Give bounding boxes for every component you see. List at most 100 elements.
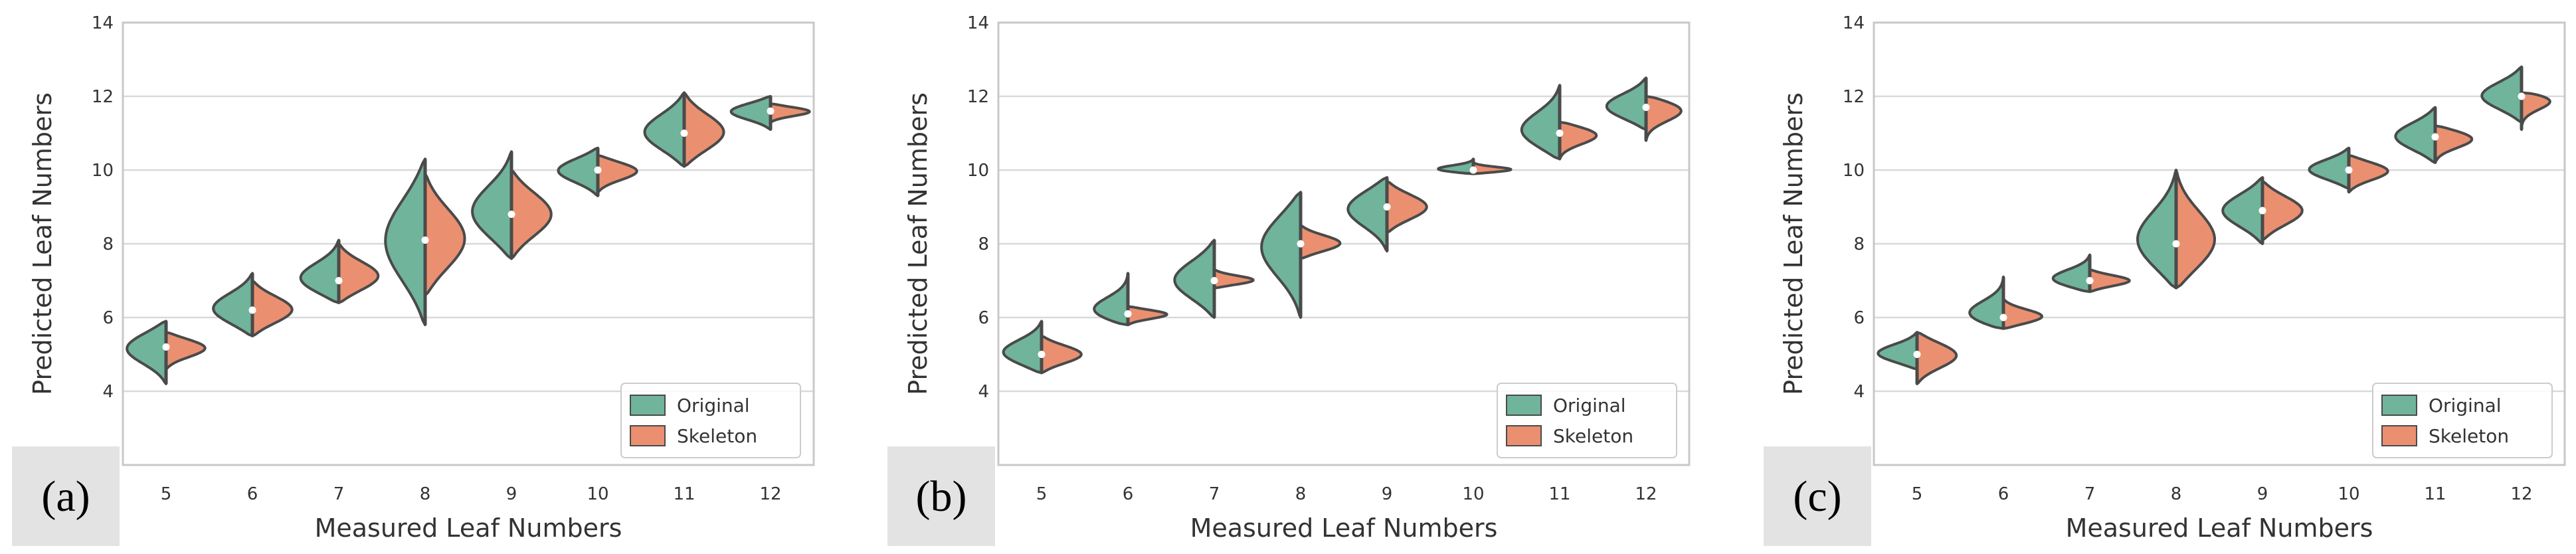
y-axis-label: Predicted Leaf Numbers [903, 92, 933, 395]
x-tick-label: 5 [1036, 484, 1048, 504]
panel-label-box [887, 446, 995, 546]
x-tick-label: 11 [673, 484, 695, 504]
violin-skeleton-8 [1299, 224, 1342, 260]
x-axis-label: Measured Leaf Numbers [2066, 513, 2373, 543]
violin-skeleton-9 [510, 169, 553, 260]
legend-label-original: Original [2429, 395, 2502, 416]
median-point [594, 166, 602, 174]
median-point [507, 211, 515, 219]
violin-original-6 [1968, 275, 2005, 330]
plot-frame [1873, 21, 2566, 466]
violin-original-7 [2051, 253, 2091, 294]
violin-skeleton-8 [424, 172, 466, 297]
violin-skeleton-7 [1213, 268, 1255, 290]
violin-original-8 [2136, 169, 2177, 290]
violin-original-5 [126, 320, 167, 385]
y-tick-label: 6 [102, 308, 114, 328]
x-axis-label: Measured Leaf Numbers [315, 513, 622, 543]
median-point [1913, 351, 1921, 358]
violin-skeleton-11 [683, 91, 725, 168]
y-tick-label: 8 [978, 234, 989, 254]
x-tick-label: 12 [1635, 484, 1657, 504]
violin-skeleton-5 [1040, 334, 1083, 375]
x-tick-label: 10 [1462, 484, 1484, 504]
legend-label-skeleton: Skeleton [2429, 425, 2509, 447]
x-tick-label: 12 [2510, 484, 2532, 504]
violin-original-6 [212, 272, 254, 337]
violin-skeleton-12 [769, 102, 811, 124]
median-point [248, 306, 256, 314]
x-tick-label: 10 [2338, 484, 2359, 504]
violin-original-12 [2480, 65, 2523, 124]
median-point [2345, 166, 2353, 174]
legend-swatch-skeleton [630, 425, 666, 446]
y-tick-label: 4 [978, 382, 989, 402]
legend-box [1497, 383, 1677, 458]
violin-skeleton-5 [165, 331, 207, 371]
legend-swatch-original [2381, 395, 2417, 416]
panel-label: (c) [1793, 472, 1841, 521]
y-tick-label: 12 [1843, 87, 1865, 107]
x-tick-label: 9 [506, 484, 517, 504]
y-tick-label: 10 [967, 161, 989, 181]
violin-original-7 [1173, 238, 1216, 319]
median-point [1297, 240, 1305, 248]
x-tick-label: 12 [759, 484, 781, 504]
violin-skeleton-12 [2520, 91, 2551, 131]
violin-original-9 [471, 150, 513, 260]
y-tick-label: 14 [1843, 13, 1865, 33]
x-tick-label: 9 [1382, 484, 1393, 504]
x-tick-label: 6 [1998, 484, 2009, 504]
x-tick-label: 11 [2424, 484, 2446, 504]
x-tick-label: 6 [247, 484, 258, 504]
y-tick-label: 14 [967, 13, 989, 33]
x-tick-label: 8 [2171, 484, 2182, 504]
violin-original-11 [2394, 106, 2437, 164]
violin-skeleton-5 [1916, 331, 1958, 385]
median-point [421, 236, 429, 244]
violin-original-9 [1346, 176, 1388, 253]
violin-skeleton-9 [1386, 179, 1428, 234]
median-point [1642, 104, 1650, 112]
y-tick-label: 12 [92, 87, 114, 107]
legend-swatch-original [1506, 395, 1542, 416]
y-tick-label: 8 [102, 234, 114, 254]
violin-original-8 [1260, 191, 1302, 319]
median-point [1383, 203, 1391, 211]
x-tick-label: 7 [2084, 484, 2096, 504]
chart-panel-1: 246810121456789101112OriginalSkeletonPre… [12, 13, 815, 546]
median-point [2431, 133, 2439, 141]
x-tick-label: 5 [1912, 484, 1923, 504]
x-axis-label: Measured Leaf Numbers [1190, 513, 1498, 543]
median-point [2258, 207, 2266, 215]
y-axis-label: Predicted Leaf Numbers [1779, 92, 1808, 395]
violin-skeleton-7 [337, 242, 380, 304]
median-point [1556, 130, 1564, 137]
median-point [2518, 92, 2526, 100]
median-point [767, 107, 775, 115]
panel-label: (b) [916, 472, 967, 521]
median-point [1999, 314, 2007, 322]
plot-frame [122, 21, 815, 466]
median-point [680, 130, 688, 137]
violin-skeleton-10 [1472, 161, 1513, 175]
y-tick-label: 4 [102, 382, 114, 402]
violin-skeleton-6 [2002, 298, 2043, 330]
legend-box [620, 383, 801, 458]
legend-label-skeleton: Skeleton [1553, 425, 1633, 447]
violin-skeleton-9 [2261, 179, 2304, 242]
x-tick-label: 5 [161, 484, 172, 504]
panel-label-box [12, 446, 120, 546]
y-tick-label: 6 [1853, 308, 1865, 328]
violin-skeleton-12 [1645, 95, 1683, 142]
median-point [1038, 351, 1046, 358]
y-tick-label: 14 [92, 13, 114, 33]
x-tick-label: 8 [1295, 484, 1307, 504]
x-tick-label: 11 [1548, 484, 1570, 504]
legend-swatch-skeleton [1506, 425, 1542, 446]
x-tick-label: 7 [1209, 484, 1220, 504]
violin-skeleton-11 [2434, 124, 2474, 164]
legend-label-original: Original [1553, 395, 1626, 416]
violin-original-9 [2221, 176, 2264, 245]
